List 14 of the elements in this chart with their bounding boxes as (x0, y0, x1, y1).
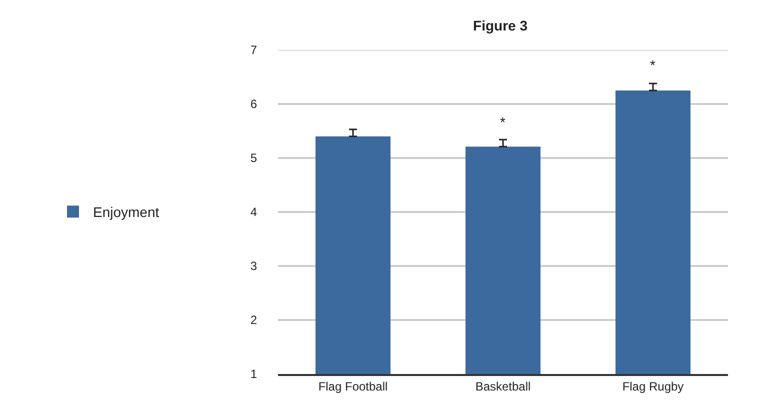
y-tick-label: 3 (250, 259, 258, 274)
y-tick-label: 5 (250, 151, 258, 166)
y-tick-label: 4 (250, 205, 258, 220)
legend-label: Enjoyment (93, 204, 160, 220)
y-tick-label: 7 (250, 43, 258, 58)
x-tick-label: Flag Football (318, 379, 388, 394)
x-tick-label: Flag Rugby (622, 379, 684, 394)
annotation: * (650, 57, 656, 73)
y-tick-label: 6 (250, 97, 258, 112)
y-tick-label: 1 (250, 367, 258, 382)
x-tick-label: Basketball (475, 379, 531, 394)
y-tick-label: 2 (250, 313, 258, 328)
chart-title: Figure 3 (473, 18, 528, 34)
annotation: * (500, 114, 506, 130)
